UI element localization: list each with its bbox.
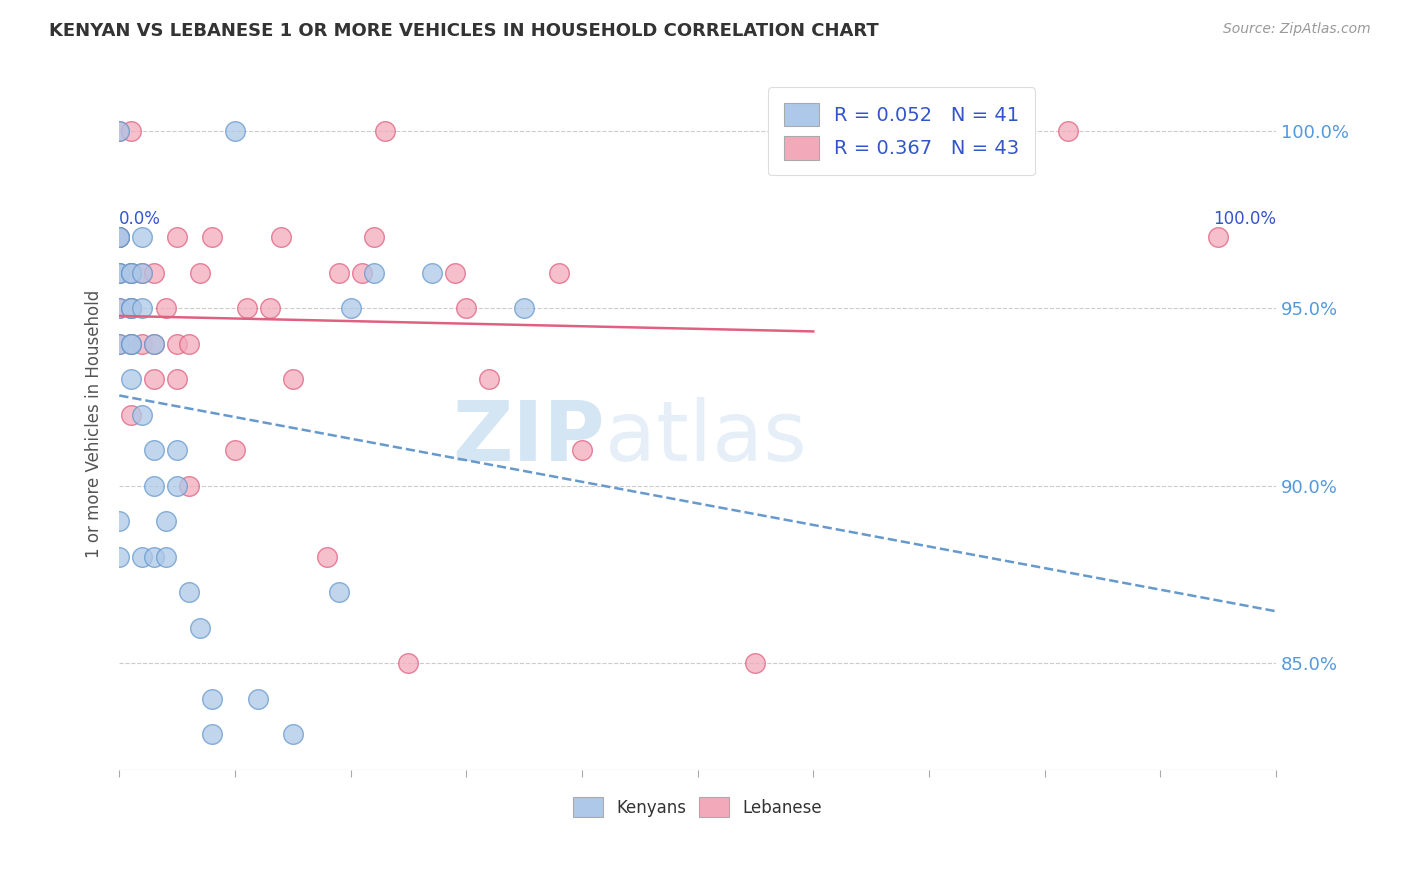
Point (328, 266, 350, 280)
Point (120, 372, 142, 386)
Point (363, 266, 385, 280)
Point (339, 301, 361, 316)
Point (270, 230, 292, 244)
Point (143, 336, 166, 351)
Point (120, 336, 142, 351)
Point (155, 301, 177, 316)
Point (281, 372, 304, 386)
Point (352, 266, 374, 280)
Point (108, 336, 131, 351)
Point (247, 692, 270, 706)
Point (131, 301, 153, 316)
Point (131, 408, 153, 422)
Point (188, 266, 211, 280)
Point (177, 479, 200, 493)
Text: 0.0%: 0.0% (120, 211, 162, 228)
Point (108, 230, 131, 244)
Point (420, 266, 443, 280)
Point (374, 124, 396, 138)
Point (259, 301, 281, 316)
Point (108, 336, 131, 351)
Point (547, 266, 569, 280)
Point (571, 443, 593, 458)
Point (131, 266, 153, 280)
Point (166, 230, 188, 244)
Point (108, 266, 131, 280)
Point (363, 230, 385, 244)
Point (108, 266, 131, 280)
Point (398, 657, 420, 671)
Text: Source: ZipAtlas.com: Source: ZipAtlas.com (1223, 22, 1371, 37)
Point (131, 336, 153, 351)
Point (120, 266, 142, 280)
Point (108, 301, 131, 316)
Legend: Kenyans, Lebanese: Kenyans, Lebanese (567, 790, 830, 824)
Point (143, 336, 166, 351)
Point (166, 336, 188, 351)
Point (235, 301, 257, 316)
Point (201, 230, 224, 244)
Point (177, 585, 200, 599)
Point (131, 230, 153, 244)
Point (108, 124, 131, 138)
Point (177, 336, 200, 351)
Point (143, 549, 166, 564)
Text: ZIP: ZIP (453, 397, 605, 478)
Point (188, 621, 211, 635)
Point (155, 549, 177, 564)
Point (120, 301, 142, 316)
Point (328, 585, 350, 599)
Point (120, 266, 142, 280)
Point (120, 301, 142, 316)
Point (166, 443, 188, 458)
Point (224, 443, 246, 458)
Point (478, 372, 501, 386)
Point (108, 230, 131, 244)
Point (744, 657, 766, 671)
Text: 100.0%: 100.0% (1213, 211, 1277, 228)
Y-axis label: 1 or more Vehicles in Household: 1 or more Vehicles in Household (86, 290, 103, 558)
Point (120, 266, 142, 280)
Point (108, 230, 131, 244)
Point (120, 124, 142, 138)
Point (1056, 124, 1078, 138)
Point (143, 372, 166, 386)
Point (224, 124, 246, 138)
Point (108, 230, 131, 244)
Point (108, 549, 131, 564)
Point (166, 479, 188, 493)
Point (143, 479, 166, 493)
Point (201, 692, 224, 706)
Point (108, 124, 131, 138)
Point (281, 727, 304, 741)
Point (108, 266, 131, 280)
Point (131, 266, 153, 280)
Point (456, 301, 478, 316)
Point (1206, 230, 1229, 244)
Point (143, 443, 166, 458)
Point (120, 301, 142, 316)
Point (143, 266, 166, 280)
Point (443, 266, 465, 280)
Point (108, 515, 131, 529)
Text: atlas: atlas (605, 397, 807, 478)
Point (120, 336, 142, 351)
Point (131, 549, 153, 564)
Point (201, 727, 224, 741)
Text: KENYAN VS LEBANESE 1 OR MORE VEHICLES IN HOUSEHOLD CORRELATION CHART: KENYAN VS LEBANESE 1 OR MORE VEHICLES IN… (49, 22, 879, 40)
Point (155, 515, 177, 529)
Point (120, 336, 142, 351)
Point (166, 372, 188, 386)
Point (120, 408, 142, 422)
Point (108, 301, 131, 316)
Point (513, 301, 536, 316)
Point (316, 549, 339, 564)
